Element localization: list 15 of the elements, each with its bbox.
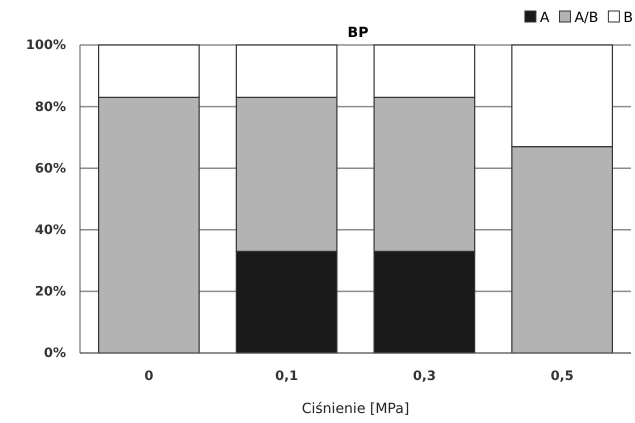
- legend-label: B: [623, 10, 633, 26]
- y-tick-label: 20%: [34, 284, 66, 300]
- y-tick-label: 0%: [44, 346, 66, 362]
- chart-title: BP: [348, 25, 368, 41]
- legend-label: A: [540, 10, 550, 26]
- y-tick-label: 40%: [34, 222, 66, 238]
- x-axis-title: Ciśnienie [MPa]: [302, 401, 410, 417]
- y-tick-label: 60%: [34, 161, 66, 176]
- x-tick-label: 0,5: [550, 369, 574, 384]
- x-tick-label: 0,1: [275, 369, 298, 384]
- y-tick-label: 100%: [26, 38, 66, 54]
- y-tick-label: 80%: [34, 100, 66, 115]
- legend-label: A/B: [574, 10, 598, 26]
- x-tick-label: 0: [144, 369, 154, 384]
- x-tick-label: 0,3: [412, 369, 436, 384]
